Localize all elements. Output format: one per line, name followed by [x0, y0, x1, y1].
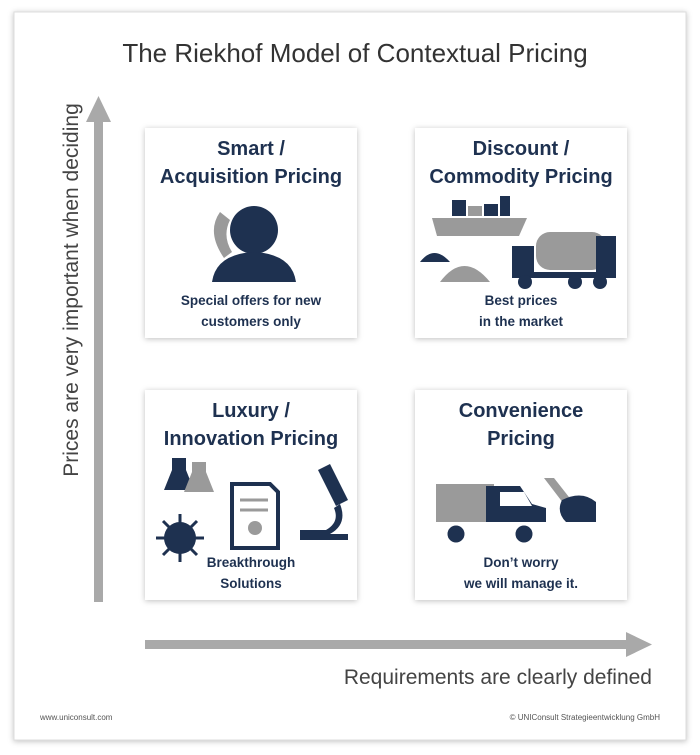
icon-van-wrench [436, 478, 596, 546]
quadrant-title: Luxury / [212, 400, 290, 422]
quadrant-title: Smart / [217, 138, 285, 160]
quadrant-caption: we will manage it. [463, 576, 578, 591]
quadrant-caption: Solutions [220, 576, 282, 591]
quadrant-caption: customers only [201, 314, 301, 329]
y-axis-label: Prices are very important when deciding [60, 103, 83, 477]
quadrant-title: Pricing [487, 428, 555, 450]
quadrant-caption: in the market [479, 314, 564, 329]
quadrant-caption: Breakthrough [207, 555, 296, 570]
footer-left: www.uniconsult.com [39, 713, 113, 722]
y-arrow [86, 96, 111, 602]
title: The Riekhof Model of Contextual Pricing [122, 38, 587, 68]
quadrant-title: Innovation Pricing [164, 428, 338, 450]
quadrant-title: Commodity Pricing [429, 166, 612, 188]
icon-ship-truck [420, 196, 616, 289]
quadrant-caption: Best prices [485, 293, 558, 308]
x-axis-label: Requirements are clearly defined [344, 666, 652, 689]
quadrant-caption: Don’t worry [483, 555, 558, 570]
footer-right: © UNIConsult Strategieentwicklung GmbH [510, 713, 661, 722]
quadrant-caption: Special offers for new [181, 293, 322, 308]
card [13, 11, 687, 741]
quadrant-title: Acquisition Pricing [160, 166, 342, 188]
quadrant-title: Discount / [473, 138, 570, 160]
quadrant-title: Convenience [459, 400, 583, 422]
x-arrow [145, 632, 652, 657]
icon-research [156, 458, 348, 562]
icon-person [212, 206, 296, 282]
